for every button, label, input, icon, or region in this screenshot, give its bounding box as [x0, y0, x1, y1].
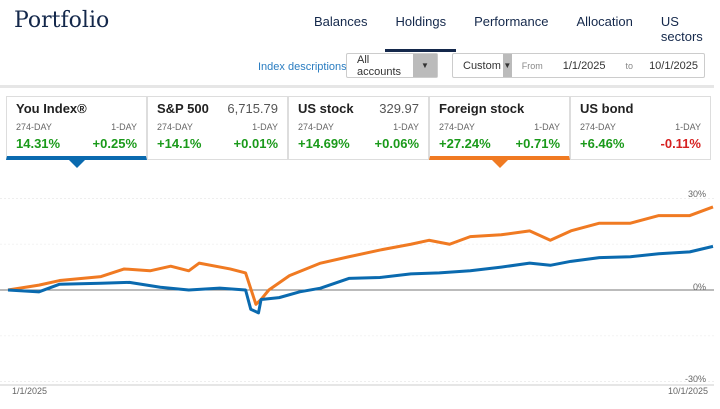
nav-holdings[interactable]: Holdings	[385, 12, 457, 52]
card-label-1: 1-DAY	[675, 122, 701, 132]
date-range-control: Custom ▼ From 1/1/2025 to 10/1/2025	[452, 53, 705, 78]
card-foreign-stock[interactable]: Foreign stock 274-DAY 1-DAY +27.24% +0.71%	[429, 96, 570, 168]
index-descriptions-link[interactable]: Index descriptions	[258, 61, 347, 73]
from-date-input[interactable]: 1/1/2025	[562, 59, 606, 72]
card-label-1: 1-DAY	[534, 122, 560, 132]
card-label-274: 274-DAY	[298, 122, 334, 132]
card-1-value: +0.01%	[233, 136, 278, 151]
card-you-index[interactable]: You Index® 274-DAY 1-DAY 14.31% +0.25%	[6, 96, 147, 168]
range-value[interactable]: Custom	[463, 59, 501, 72]
card-label-1: 1-DAY	[111, 122, 137, 132]
card-label-1: 1-DAY	[393, 122, 419, 132]
series-line-foreign-stock	[7, 205, 714, 306]
chevron-down-icon[interactable]: ▼	[503, 54, 512, 77]
y-tick-bottom: -30%	[684, 374, 706, 384]
index-cards: You Index® 274-DAY 1-DAY 14.31% +0.25% S&P…	[6, 96, 711, 168]
card-us-stock[interactable]: US stock 329.97 274-DAY 1-DAY +14.69% +0.06…	[288, 96, 429, 160]
card-label-274: 274-DAY	[16, 122, 52, 132]
card-1-value: -0.11%	[660, 136, 701, 151]
card-price: 6,715.79	[227, 101, 278, 116]
x-start-label: 1/1/2025	[12, 386, 48, 396]
card-name: You Index®	[16, 101, 87, 116]
card-us-bond[interactable]: US bond 274-DAY 1-DAY +6.46% -0.11%	[570, 96, 711, 160]
divider	[0, 85, 714, 88]
selected-indicator	[69, 160, 85, 168]
card-name: US stock	[298, 101, 354, 116]
nav-performance[interactable]: Performance	[474, 14, 549, 29]
card-label-274: 274-DAY	[580, 122, 616, 132]
card-label-274: 274-DAY	[439, 122, 475, 132]
page-title: Portfolio	[14, 8, 110, 33]
from-label: From	[521, 60, 543, 71]
chevron-down-icon[interactable]: ▼	[413, 54, 437, 77]
nav-allocation[interactable]: Allocation	[576, 14, 633, 29]
account-value: All accounts	[357, 53, 402, 78]
card-name: Foreign stock	[439, 101, 525, 116]
card-label-274: 274-DAY	[157, 122, 193, 132]
card-sp500[interactable]: S&P 500 6,715.79 274-DAY 1-DAY +14.1% +0.01…	[147, 96, 288, 160]
card-1-value: +0.06%	[374, 136, 419, 151]
to-label: to	[625, 60, 634, 71]
card-274-value: +14.1%	[157, 136, 202, 151]
account-select[interactable]: All accounts ▼	[346, 53, 438, 78]
card-1-value: +0.25%	[92, 136, 137, 151]
y-tick-zero: 0%	[692, 282, 706, 292]
card-274-value: +6.46%	[580, 136, 625, 151]
performance-chart	[0, 198, 714, 386]
card-label-1: 1-DAY	[252, 122, 278, 132]
card-name: US bond	[580, 101, 634, 116]
top-nav: Balances Holdings Performance Allocation…	[300, 12, 720, 52]
x-end-label: 10/1/2025	[667, 386, 708, 396]
nav-us-sectors[interactable]: US sectors	[660, 14, 703, 44]
to-date-input[interactable]: 10/1/2025	[649, 59, 698, 72]
series-line-you-index	[7, 244, 714, 315]
card-name: S&P 500	[157, 101, 209, 116]
selected-indicator	[492, 160, 508, 168]
card-1-value: +0.71%	[515, 136, 560, 151]
card-price: 329.97	[379, 101, 419, 116]
nav-balances[interactable]: Balances	[314, 14, 368, 29]
y-tick-top: 30%	[687, 189, 706, 199]
card-274-value: +27.24%	[439, 136, 491, 151]
card-274-value: +14.69%	[298, 136, 350, 151]
card-274-value: 14.31%	[16, 136, 61, 151]
